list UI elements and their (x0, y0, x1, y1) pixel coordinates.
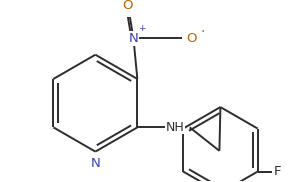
Text: NH: NH (165, 121, 184, 134)
Text: +: + (138, 24, 146, 33)
Text: O: O (186, 32, 196, 45)
Text: N: N (91, 157, 100, 170)
Text: ·: · (201, 25, 205, 39)
Text: O: O (123, 0, 133, 12)
Text: N: N (128, 32, 138, 45)
Text: F: F (273, 165, 281, 178)
